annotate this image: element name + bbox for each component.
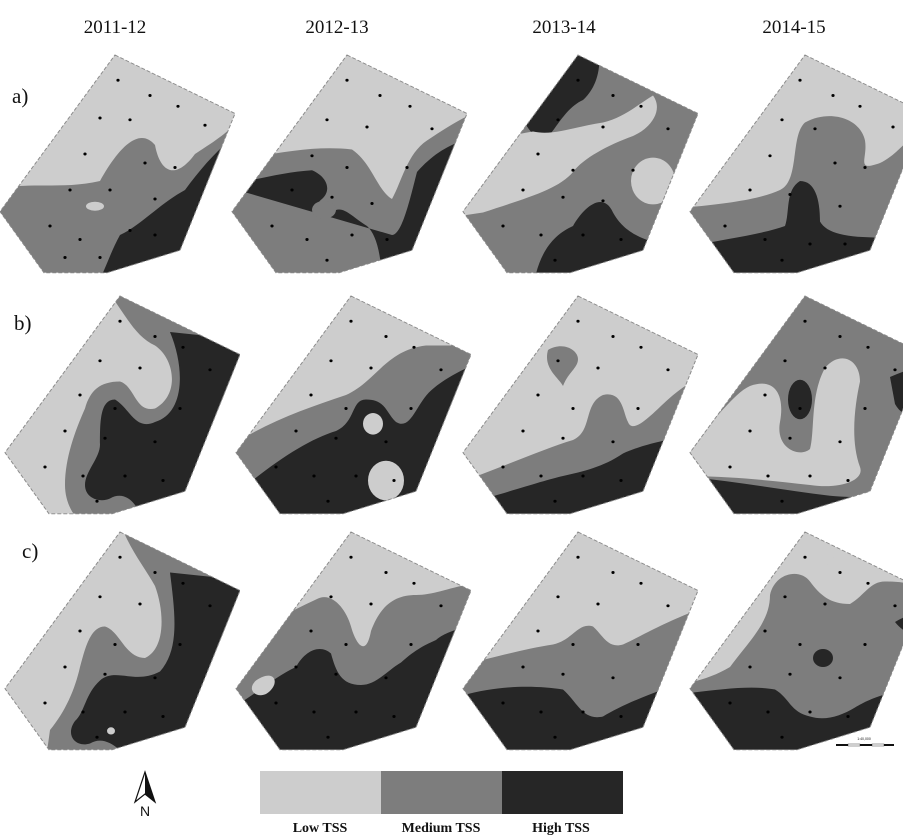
map-b-2012-13	[235, 295, 472, 515]
scale-bar-label: 1:40,000	[857, 737, 871, 741]
map-a-2013-14	[462, 54, 699, 274]
map-c-2013-14	[462, 531, 699, 751]
column-label-2012-13: 2012-13	[305, 17, 368, 38]
row-label-b: b)	[14, 311, 32, 335]
legend-label-high: High TSS	[532, 821, 590, 836]
legend-swatch-low	[260, 771, 381, 814]
map-a-2012-13	[231, 54, 468, 274]
legend: Low TSS Medium TSS High TSS	[260, 771, 623, 836]
legend-label-low: Low TSS	[293, 821, 348, 836]
map-b-2013-14	[462, 295, 699, 515]
map-c-2012-13	[235, 531, 472, 751]
north-arrow-icon	[133, 770, 157, 804]
north-arrow: N	[133, 770, 157, 819]
map-c-2014-15	[689, 531, 903, 751]
legend-swatch-high	[502, 771, 623, 814]
map-a-2014-15	[689, 54, 903, 274]
row-label-c: c)	[22, 539, 38, 563]
row-label-a: a)	[12, 84, 28, 108]
scale-bar: 1:40,000	[836, 737, 894, 747]
map-b-2011-12	[4, 295, 241, 515]
north-label: N	[140, 803, 150, 819]
column-label-2011-12: 2011-12	[84, 17, 147, 38]
legend-swatch-medium	[381, 771, 502, 814]
map-b-2014-15	[689, 295, 903, 515]
legend-label-medium: Medium TSS	[402, 821, 481, 836]
map-a-2011-12	[0, 54, 236, 274]
column-label-2014-15: 2014-15	[762, 17, 825, 38]
column-label-2013-14: 2013-14	[532, 17, 596, 38]
